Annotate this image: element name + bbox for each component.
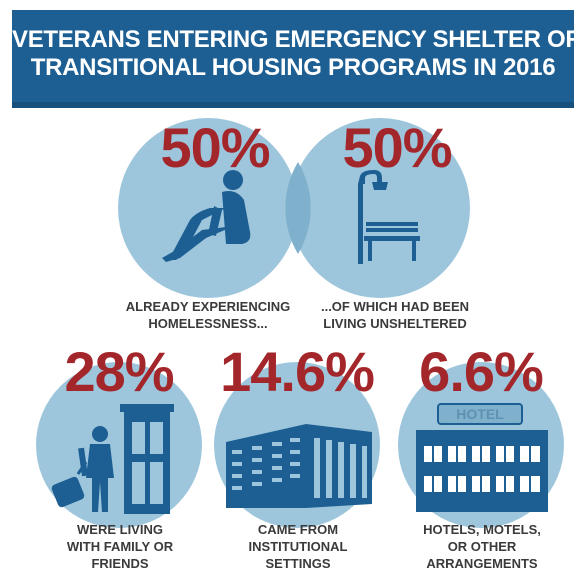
stat-value-hotels: 6.6% [419, 340, 544, 403]
stat-caption-hotels: HOTELS, MOTELS, OR OTHER ARRANGEMENTS [423, 522, 541, 571]
stat-caption-institutional: CAME FROM INSTITUTIONAL SETTINGS [248, 522, 348, 571]
sitting-person-icon [162, 170, 251, 262]
stat-value-homeless: 50% [160, 116, 270, 179]
stat-value-family: 28% [64, 340, 174, 403]
park-bench-lamp-icon [358, 170, 420, 264]
institution-building-icon [226, 424, 372, 508]
stat-caption-homeless: ALREADY EXPERIENCING HOMELESSNESS... [125, 299, 291, 331]
title-line-1: VETERANS ENTERING EMERGENCY SHELTER OR [12, 26, 583, 53]
page-title: VETERANS ENTERING EMERGENCY SHELTER OR T… [12, 26, 583, 82]
stat-caption-unsheltered: ...OF WHICH HAD BEEN LIVING UNSHELTERED [320, 299, 470, 331]
traveler-door-icon [51, 404, 174, 514]
hotel-icon: HOTEL [416, 403, 548, 512]
hotel-sign-text: HOTEL [456, 406, 504, 422]
title-line-2: TRANSITIONAL HOUSING PROGRAMS IN 2016 [30, 54, 556, 81]
stat-value-institutional: 14.6% [220, 340, 375, 403]
stat-circle-homeless [118, 118, 298, 298]
header-banner: VETERANS ENTERING EMERGENCY SHELTER OR T… [12, 10, 583, 108]
stat-circle-unsheltered [290, 118, 470, 298]
stat-value-unsheltered: 50% [342, 116, 452, 179]
stat-caption-family: WERE LIVING WITH FAMILY OR FRIENDS [66, 522, 174, 571]
